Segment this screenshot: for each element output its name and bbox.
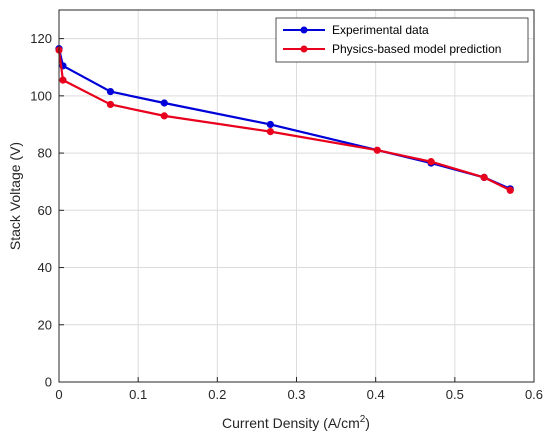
data-point-model (373, 146, 381, 154)
y-tick-label: 0 (45, 375, 52, 390)
x-tick-label: 0.1 (129, 387, 147, 402)
x-axis-label-superscript: 2 (360, 414, 366, 425)
data-point-model (160, 112, 168, 120)
data-point-model (427, 158, 435, 166)
data-point-model (506, 186, 514, 194)
x-tick-label: 0.2 (208, 387, 226, 402)
data-point-model (480, 173, 488, 181)
data-point-model (266, 128, 274, 136)
x-axis-ticks: 0 0.1 0.2 0.3 0.4 0.5 0.6 (55, 377, 543, 402)
legend-label-model: Physics-based model prediction (332, 42, 501, 56)
y-axis-ticks: 0 20 40 60 80 100 120 (30, 31, 64, 390)
y-tick-label: 20 (38, 317, 52, 332)
legend: Experimental data Physics-based model pr… (275, 17, 529, 63)
x-tick-label: 0 (55, 387, 62, 402)
legend-marker-experimental (300, 26, 308, 34)
data-point-experimental (266, 120, 274, 129)
series-model (55, 46, 514, 194)
legend-box (275, 17, 529, 63)
data-point-model (106, 100, 115, 109)
y-tick-label: 60 (38, 203, 52, 218)
legend-marker-model (300, 45, 308, 53)
y-tick-label: 80 (38, 146, 52, 161)
data-point-experimental (160, 99, 168, 107)
x-tick-label: 0.3 (287, 387, 305, 402)
x-tick-label: 0.4 (367, 387, 385, 402)
y-tick-label: 120 (30, 31, 52, 46)
x-axis-label-main: Current Density (A/cm (222, 415, 360, 431)
data-point-experimental (106, 87, 115, 96)
x-tick-label: 0.6 (525, 387, 543, 402)
y-tick-label: 100 (30, 88, 52, 103)
data-point-model (59, 76, 67, 84)
x-tick-label: 0.5 (446, 387, 464, 402)
series-layer (55, 45, 514, 194)
x-axis-label-end: ) (365, 415, 370, 431)
y-tick-label: 40 (38, 260, 52, 275)
y-axis-label: Stack Voltage (V) (7, 142, 23, 250)
legend-label-experimental: Experimental data (332, 23, 429, 37)
x-axis-label: Current Density (A/cm2) (222, 414, 370, 431)
